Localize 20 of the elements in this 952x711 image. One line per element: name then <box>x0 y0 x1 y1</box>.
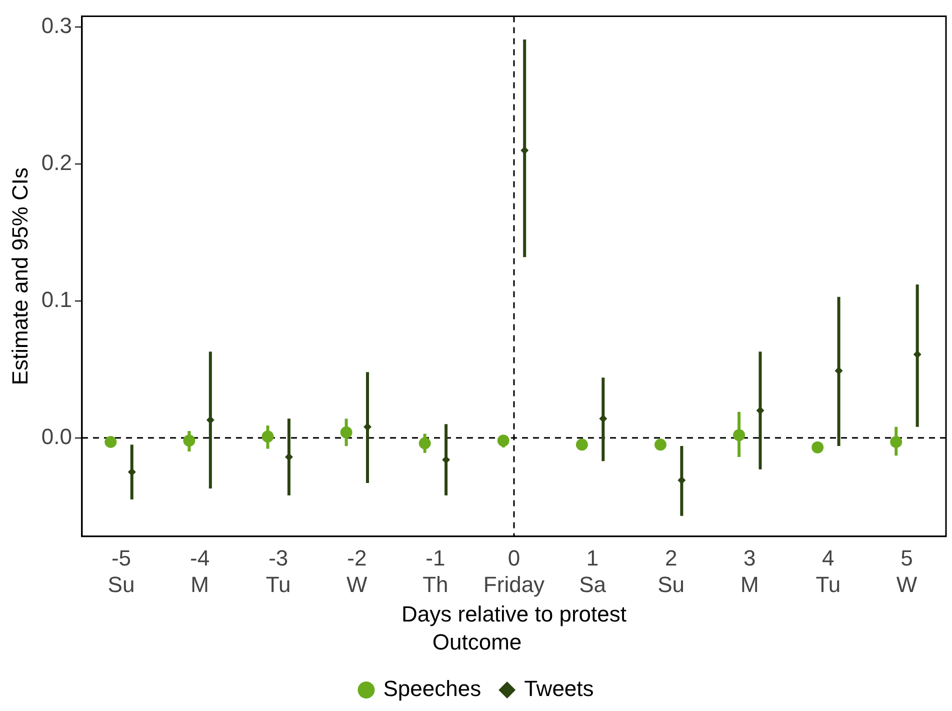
x-tick-label: 5 W <box>896 546 918 598</box>
x-tick-label: -4 M <box>190 546 210 598</box>
x-tick-label: -3 Tu <box>266 546 291 598</box>
x-tick-label: 1 Sa <box>579 546 607 598</box>
x-tick-label: 0 Friday <box>483 546 545 598</box>
y-tick-label: 0.3 <box>41 13 72 38</box>
legend-label: Speeches <box>383 676 482 702</box>
x-tick-label: 3 M <box>740 546 759 598</box>
x-axis-title: Days relative to protest <box>402 601 626 626</box>
y-tick-label: 0.1 <box>41 287 72 312</box>
x-tick-label: 2 Su <box>658 546 685 598</box>
x-tick-label: 4 Tu <box>816 546 841 598</box>
legend-label: Tweets <box>524 676 594 702</box>
x-tick-label: -2 W <box>346 546 368 598</box>
y-axis-title: Estimate and 95% CIs <box>7 167 32 386</box>
legend-title: Outcome <box>432 630 522 655</box>
x-tick-label: -1 Th <box>422 546 448 598</box>
y-tick-label: 0.0 <box>41 424 72 449</box>
x-tick-label: -5 Su <box>108 546 135 598</box>
y-tick-label: 0.2 <box>41 150 72 176</box>
